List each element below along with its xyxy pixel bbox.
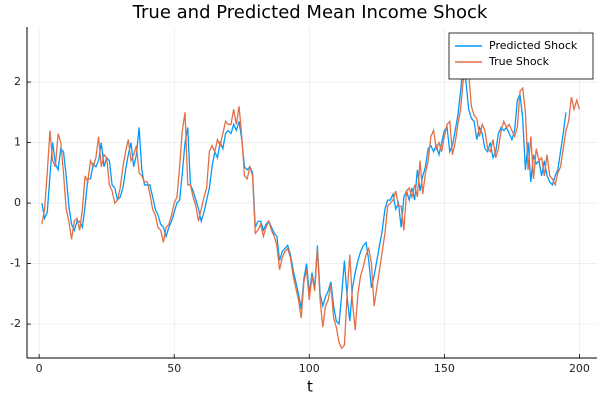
chart-title: True and Predicted Mean Income Shock — [132, 2, 488, 23]
x-tick-label: 50 — [167, 362, 181, 375]
legend-label: True Shock — [488, 55, 550, 68]
y-tick-label: 2 — [14, 75, 21, 88]
legend-label: Predicted Shock — [489, 39, 578, 52]
x-tick-label: 100 — [299, 362, 320, 375]
x-tick-label: 0 — [36, 362, 43, 375]
y-tick-label: -2 — [10, 317, 21, 330]
series-line — [41, 48, 581, 350]
y-tick-label: -1 — [10, 257, 21, 270]
x-axis-label: t — [307, 378, 313, 396]
y-tick-label: 0 — [14, 196, 21, 209]
legend-box — [448, 32, 594, 80]
y-tick-label: 1 — [14, 136, 21, 149]
x-tick-label: 200 — [569, 362, 590, 375]
x-tick-label: 150 — [434, 362, 455, 375]
